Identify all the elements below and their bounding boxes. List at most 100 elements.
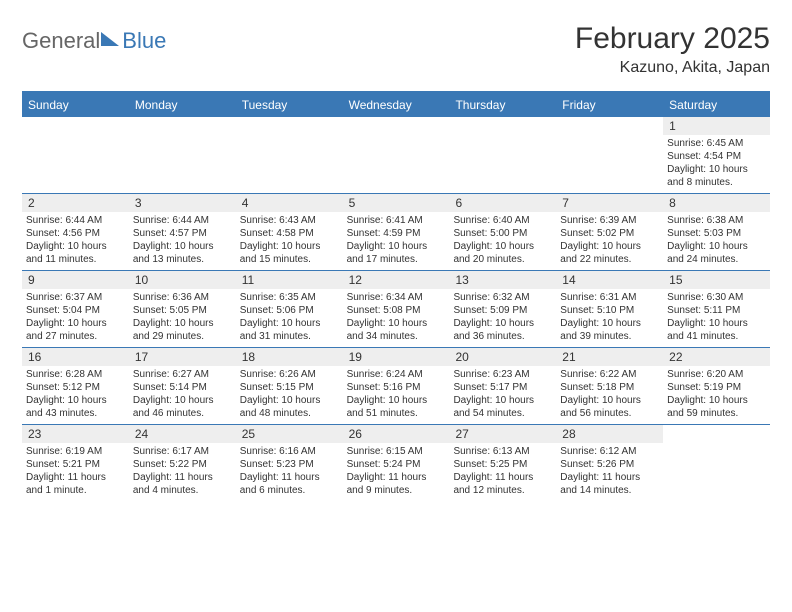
daylight-text: Daylight: 10 hours and 22 minutes. [560, 240, 659, 266]
day-number: 8 [663, 194, 770, 212]
day-cell: Sunrise: 6:16 AMSunset: 5:23 PMDaylight:… [236, 443, 343, 501]
sunrise-text: Sunrise: 6:37 AM [26, 291, 125, 304]
daylight-text: Daylight: 10 hours and 56 minutes. [560, 394, 659, 420]
daylight-text: Daylight: 11 hours and 12 minutes. [453, 471, 552, 497]
day-info: Sunrise: 6:24 AMSunset: 5:16 PMDaylight:… [347, 366, 446, 420]
day-info: Sunrise: 6:28 AMSunset: 5:12 PMDaylight:… [26, 366, 125, 420]
day-number: 27 [449, 425, 556, 443]
day-number: 15 [663, 271, 770, 289]
day-cell: Sunrise: 6:31 AMSunset: 5:10 PMDaylight:… [556, 289, 663, 347]
daylight-text: Daylight: 10 hours and 29 minutes. [133, 317, 232, 343]
day-cell [663, 443, 770, 501]
day-info: Sunrise: 6:32 AMSunset: 5:09 PMDaylight:… [453, 289, 552, 343]
daynum-row: 9101112131415 [22, 270, 770, 289]
sunset-text: Sunset: 5:06 PM [240, 304, 339, 317]
calendar-page: General Blue February 2025 Kazuno, Akita… [0, 0, 792, 519]
day-cell: Sunrise: 6:43 AMSunset: 4:58 PMDaylight:… [236, 212, 343, 270]
day-cell: Sunrise: 6:19 AMSunset: 5:21 PMDaylight:… [22, 443, 129, 501]
title-block: February 2025 Kazuno, Akita, Japan [575, 22, 770, 77]
daylight-text: Daylight: 11 hours and 6 minutes. [240, 471, 339, 497]
day-number: 13 [449, 271, 556, 289]
daylight-text: Daylight: 10 hours and 48 minutes. [240, 394, 339, 420]
day-cell: Sunrise: 6:38 AMSunset: 5:03 PMDaylight:… [663, 212, 770, 270]
day-number: 2 [22, 194, 129, 212]
daylight-text: Daylight: 11 hours and 9 minutes. [347, 471, 446, 497]
sunrise-text: Sunrise: 6:45 AM [667, 137, 766, 150]
daylight-text: Daylight: 10 hours and 20 minutes. [453, 240, 552, 266]
daylight-text: Daylight: 10 hours and 39 minutes. [560, 317, 659, 343]
day-info: Sunrise: 6:15 AMSunset: 5:24 PMDaylight:… [347, 443, 446, 497]
logo: General Blue [22, 22, 166, 54]
day-cell: Sunrise: 6:13 AMSunset: 5:25 PMDaylight:… [449, 443, 556, 501]
logo-text-1: General [22, 28, 100, 54]
weekday-label: Thursday [449, 93, 556, 117]
sunrise-text: Sunrise: 6:39 AM [560, 214, 659, 227]
weekday-label: Saturday [663, 93, 770, 117]
daynum-row: 232425262728 [22, 424, 770, 443]
day-info: Sunrise: 6:20 AMSunset: 5:19 PMDaylight:… [667, 366, 766, 420]
day-cell: Sunrise: 6:41 AMSunset: 4:59 PMDaylight:… [343, 212, 450, 270]
day-number: 9 [22, 271, 129, 289]
sunset-text: Sunset: 5:09 PM [453, 304, 552, 317]
daylight-text: Daylight: 10 hours and 43 minutes. [26, 394, 125, 420]
day-info: Sunrise: 6:40 AMSunset: 5:00 PMDaylight:… [453, 212, 552, 266]
daylight-text: Daylight: 10 hours and 27 minutes. [26, 317, 125, 343]
day-number: 22 [663, 348, 770, 366]
sunrise-text: Sunrise: 6:19 AM [26, 445, 125, 458]
day-info: Sunrise: 6:17 AMSunset: 5:22 PMDaylight:… [133, 443, 232, 497]
sunrise-text: Sunrise: 6:17 AM [133, 445, 232, 458]
sunrise-text: Sunrise: 6:24 AM [347, 368, 446, 381]
sunset-text: Sunset: 4:59 PM [347, 227, 446, 240]
sunset-text: Sunset: 5:24 PM [347, 458, 446, 471]
day-number: 25 [236, 425, 343, 443]
daylight-text: Daylight: 10 hours and 15 minutes. [240, 240, 339, 266]
sunrise-text: Sunrise: 6:41 AM [347, 214, 446, 227]
weekday-label: Friday [556, 93, 663, 117]
daylight-text: Daylight: 10 hours and 13 minutes. [133, 240, 232, 266]
day-info: Sunrise: 6:36 AMSunset: 5:05 PMDaylight:… [133, 289, 232, 343]
sunrise-text: Sunrise: 6:32 AM [453, 291, 552, 304]
sunset-text: Sunset: 4:58 PM [240, 227, 339, 240]
day-cell: Sunrise: 6:36 AMSunset: 5:05 PMDaylight:… [129, 289, 236, 347]
day-info: Sunrise: 6:22 AMSunset: 5:18 PMDaylight:… [560, 366, 659, 420]
sunrise-text: Sunrise: 6:15 AM [347, 445, 446, 458]
day-info: Sunrise: 6:34 AMSunset: 5:08 PMDaylight:… [347, 289, 446, 343]
day-number [556, 117, 663, 135]
sunset-text: Sunset: 5:26 PM [560, 458, 659, 471]
day-info: Sunrise: 6:38 AMSunset: 5:03 PMDaylight:… [667, 212, 766, 266]
day-number: 28 [556, 425, 663, 443]
week-row: Sunrise: 6:45 AMSunset: 4:54 PMDaylight:… [22, 135, 770, 193]
sunset-text: Sunset: 5:08 PM [347, 304, 446, 317]
day-number [343, 117, 450, 135]
day-cell: Sunrise: 6:20 AMSunset: 5:19 PMDaylight:… [663, 366, 770, 424]
sunset-text: Sunset: 5:25 PM [453, 458, 552, 471]
sail-icon [101, 32, 119, 46]
sunrise-text: Sunrise: 6:26 AM [240, 368, 339, 381]
day-number: 5 [343, 194, 450, 212]
day-cell: Sunrise: 6:26 AMSunset: 5:15 PMDaylight:… [236, 366, 343, 424]
day-cell: Sunrise: 6:12 AMSunset: 5:26 PMDaylight:… [556, 443, 663, 501]
daylight-text: Daylight: 10 hours and 59 minutes. [667, 394, 766, 420]
sunrise-text: Sunrise: 6:12 AM [560, 445, 659, 458]
sunset-text: Sunset: 5:18 PM [560, 381, 659, 394]
sunrise-text: Sunrise: 6:44 AM [133, 214, 232, 227]
daylight-text: Daylight: 11 hours and 14 minutes. [560, 471, 659, 497]
day-cell: Sunrise: 6:23 AMSunset: 5:17 PMDaylight:… [449, 366, 556, 424]
day-number: 17 [129, 348, 236, 366]
sunrise-text: Sunrise: 6:22 AM [560, 368, 659, 381]
day-number: 19 [343, 348, 450, 366]
week-row: Sunrise: 6:37 AMSunset: 5:04 PMDaylight:… [22, 289, 770, 347]
day-cell: Sunrise: 6:28 AMSunset: 5:12 PMDaylight:… [22, 366, 129, 424]
sunset-text: Sunset: 5:05 PM [133, 304, 232, 317]
calendar: Sunday Monday Tuesday Wednesday Thursday… [22, 91, 770, 501]
day-info: Sunrise: 6:44 AMSunset: 4:56 PMDaylight:… [26, 212, 125, 266]
day-info: Sunrise: 6:35 AMSunset: 5:06 PMDaylight:… [240, 289, 339, 343]
day-info: Sunrise: 6:12 AMSunset: 5:26 PMDaylight:… [560, 443, 659, 497]
day-cell: Sunrise: 6:35 AMSunset: 5:06 PMDaylight:… [236, 289, 343, 347]
day-number: 24 [129, 425, 236, 443]
sunset-text: Sunset: 4:56 PM [26, 227, 125, 240]
day-cell: Sunrise: 6:24 AMSunset: 5:16 PMDaylight:… [343, 366, 450, 424]
daylight-text: Daylight: 10 hours and 41 minutes. [667, 317, 766, 343]
day-info: Sunrise: 6:37 AMSunset: 5:04 PMDaylight:… [26, 289, 125, 343]
sunset-text: Sunset: 5:04 PM [26, 304, 125, 317]
